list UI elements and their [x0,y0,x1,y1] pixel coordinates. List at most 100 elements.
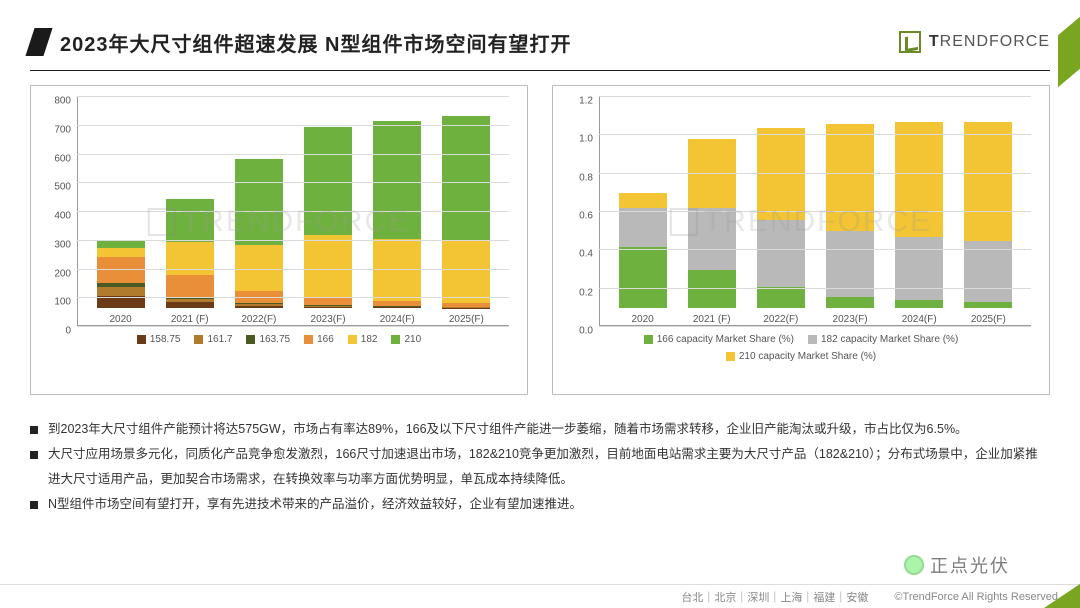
bar-column: 2020 [97,240,145,325]
bar-segment-158.75 [373,307,421,308]
legend-item: 182 capacity Market Share (%) [808,334,958,345]
bar-segment-166 [619,247,667,308]
gridline [77,326,509,327]
footer-cities: 台北｜北京｜深圳｜上海｜福建｜安徽 [681,589,868,605]
gridline [599,288,1031,289]
bar-segment-182 [688,208,736,269]
bar-column: 2021 (F) [688,139,736,325]
legend-label: 161.7 [207,334,232,345]
y-tick-label: 400 [43,211,71,222]
bar-stack [826,124,874,308]
header-left: 2023年大尺寸组件超速发展 N型组件市场空间有望打开 [30,28,572,57]
bar-segment-166 [304,298,352,305]
legend-swatch [304,335,313,344]
bar-segment-210 [166,199,214,242]
bar-column: 2022(F) [235,159,283,325]
brand-text-rest: RENDFORCE [940,33,1050,50]
bar-column: 2025(F) [964,122,1012,325]
legend-item: 166 capacity Market Share (%) [644,334,794,345]
x-tick-label: 2025(F) [449,314,484,325]
channel-watermark: 正点光伏 [904,552,1010,578]
gridline [77,125,509,126]
legend-swatch [194,335,203,344]
corner-accent [1058,17,1080,87]
legend-swatch [348,335,357,344]
gridline [77,211,509,212]
bar-segment-182 [166,242,214,275]
y-tick-label: 0.8 [565,172,593,183]
bar-segment-210 [688,139,736,208]
bar-segment-210 [619,193,667,208]
bar-segment-166 [757,287,805,308]
bar-column: 2020 [619,193,667,325]
legend-label: 158.75 [150,334,181,345]
legend-swatch [246,335,255,344]
gridline [599,173,1031,174]
gridline [599,211,1031,212]
gridline [77,154,509,155]
y-tick-label: 0.0 [565,326,593,337]
title-accent-bar [25,28,52,56]
legend-label: 182 [361,334,378,345]
gridline [77,240,509,241]
legend-swatch [644,335,653,344]
bar-segment-161.7 [97,287,145,296]
bar-segment-166 [166,275,214,297]
brand-text-bold: T [929,33,940,50]
bar-segment-158.75 [304,307,352,308]
y-tick-label: 0.4 [565,249,593,260]
channel-watermark-text: 正点光伏 [930,552,1010,578]
bar-stack [964,122,1012,308]
x-tick-label: 2021 (F) [171,314,209,325]
bar-column: 2021 (F) [166,199,214,325]
bar-segment-166 [688,270,736,308]
bar-column: 2022(F) [757,128,805,325]
brand-text: TRENDFORCE [929,33,1050,51]
legend-label: 163.75 [259,334,290,345]
legend-swatch [391,335,400,344]
bar-column: 2025(F) [442,116,490,325]
bar-segment-182 [757,220,805,287]
legend-item: 210 capacity Market Share (%) [726,351,876,362]
y-tick-label: 0.2 [565,287,593,298]
bar-segment-210 [373,121,421,239]
legend-item: 161.7 [194,334,232,345]
bar-segment-166 [895,300,943,308]
bar-stack [757,128,805,308]
gridline [77,297,509,298]
legend-swatch [808,335,817,344]
bar-stack [895,122,943,308]
bar-segment-210 [235,159,283,245]
legend-item: 210 [391,334,421,345]
y-tick-label: 1.0 [565,134,593,145]
legend-label: 182 capacity Market Share (%) [821,334,958,345]
bar-segment-182 [442,240,490,303]
bar-column: 2024(F) [373,121,421,325]
bar-segment-210 [757,128,805,220]
bullet-item: 大尺寸应用场景多元化，同质化产品竞争愈发激烈，166尺寸加速退出市场，182&2… [30,442,1050,492]
bar-segment-182 [619,208,667,246]
bar-stack [373,121,421,308]
bullet-list: 到2023年大尺寸组件产能预计将达575GW，市场占有率达89%，166及以下尺… [30,417,1050,517]
legend-label: 166 [317,334,334,345]
legend-item: 158.75 [137,334,181,345]
bullet-item: N型组件市场空间有望打开，享有先进技术带来的产品溢价，经济效益较好，企业有望加速… [30,492,1050,517]
y-tick-label: 500 [43,182,71,193]
bar-segment-210 [895,122,943,237]
x-tick-label: 2024(F) [902,314,937,325]
wechat-icon [904,555,924,575]
y-tick-label: 200 [43,268,71,279]
bar-segment-182 [895,237,943,300]
chart-right-plot: 20202021 (F)2022(F)2023(F)2024(F)2025(F)… [565,96,1037,326]
legend-item: 166 [304,334,334,345]
bar-segment-210 [826,124,874,231]
gridline [77,269,509,270]
gridline [599,326,1031,327]
bar-stack [688,139,736,308]
y-tick-label: 800 [43,96,71,107]
legend-label: 210 capacity Market Share (%) [739,351,876,362]
x-tick-label: 2020 [109,314,131,325]
bar-stack [166,199,214,308]
y-tick-label: 0 [43,326,71,337]
y-tick-label: 600 [43,153,71,164]
